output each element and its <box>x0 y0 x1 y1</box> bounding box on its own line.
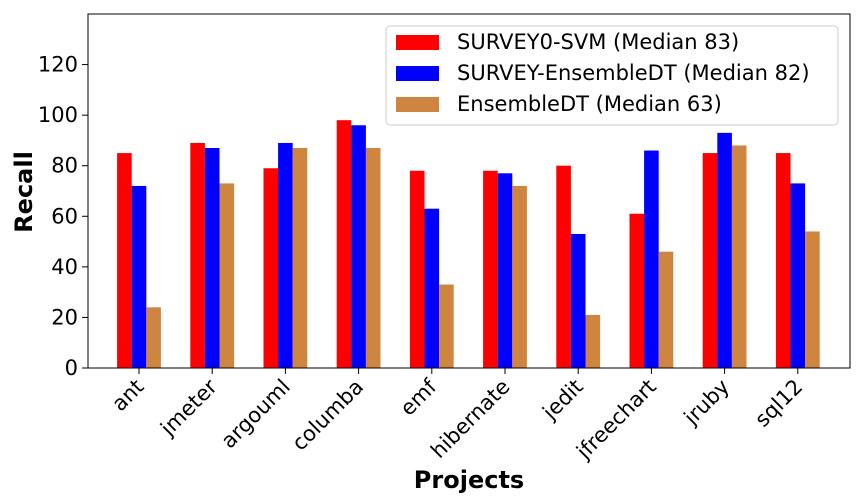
bar-series1-sql12 <box>775 153 791 368</box>
legend-swatch-3 <box>396 97 439 112</box>
bar-series1-emf <box>409 170 425 368</box>
y-axis: 0 20 40 60 80 100 120 <box>38 53 88 380</box>
bar-series2-jruby <box>717 132 732 368</box>
bar-series2-hibernate <box>497 173 513 368</box>
legend-box <box>385 25 839 126</box>
bar-series1-jmeter <box>190 142 205 368</box>
bar-series3-jruby <box>731 145 747 368</box>
legend-swatch-1 <box>396 35 439 50</box>
legend-label-2: SURVEY-EnsembleDT (Median 82) <box>457 61 810 85</box>
bar-series1-columba <box>336 120 352 368</box>
bar-series1-jedit <box>556 165 571 368</box>
y-tick-label: 0 <box>65 356 78 380</box>
x-axis-title: Projects <box>414 466 524 494</box>
legend-label-3: EnsembleDT (Median 63) <box>457 92 722 116</box>
x-tick-label-jfreechart: jfreechart <box>571 375 661 465</box>
bar-series2-emf <box>424 208 440 368</box>
bar-series3-columba <box>365 148 381 368</box>
bar-series3-jedit <box>585 314 601 368</box>
bar-series2-jmeter <box>204 148 220 368</box>
bar-series3-jmeter <box>219 183 235 368</box>
x-tick-label-jruby: jruby <box>679 375 735 431</box>
bar-series3-sql12 <box>805 231 820 368</box>
bar-series2-jedit <box>570 233 586 368</box>
bar-series2-jfreechart <box>644 150 659 368</box>
bar-series3-emf <box>439 284 454 368</box>
x-tick-label-jmeter: jmeter <box>155 374 222 441</box>
bar-series3-hibernate <box>512 185 527 368</box>
bar-series2-columba <box>351 125 366 368</box>
bar-series1-jfreechart <box>629 213 645 368</box>
bar-series1-ant <box>117 153 132 368</box>
bar-series1-jruby <box>702 153 718 368</box>
x-tick-label-ant: ant <box>107 375 148 416</box>
y-tick-label: 120 <box>38 53 78 77</box>
y-tick-label: 100 <box>38 103 78 127</box>
y-tick-label: 60 <box>51 204 78 228</box>
bar-series3-jfreechart <box>658 251 674 368</box>
legend-label-1: SURVEY0-SVM (Median 83) <box>457 30 739 54</box>
bar-series3-argouml <box>292 148 308 368</box>
bar-series2-ant <box>131 185 147 368</box>
plot-frame <box>87 13 851 369</box>
bar-series3-ant <box>146 307 161 368</box>
bar-series2-sql12 <box>790 183 806 368</box>
y-axis-title: Recall <box>10 151 38 233</box>
bar-series1-argouml <box>263 168 279 368</box>
x-tick-label-hibernate: hibernate <box>426 375 514 463</box>
legend-swatch-2 <box>396 66 439 81</box>
y-tick-label: 20 <box>51 305 78 329</box>
bar-series2-argouml <box>278 142 293 368</box>
x-tick-label-jedit: jedit <box>537 375 587 425</box>
x-tick-label-sql12: sql12 <box>750 375 807 432</box>
y-tick-label: 40 <box>51 255 78 279</box>
bar-series1-hibernate <box>483 170 498 368</box>
bars-group <box>117 120 820 368</box>
x-tick-label-emf: emf <box>396 374 442 420</box>
legend: SURVEY0-SVM (Median 83) SURVEY-EnsembleDT… <box>385 25 839 126</box>
x-tick-label-argouml: argouml <box>217 375 295 453</box>
x-tick-label-columba: columba <box>287 375 368 456</box>
y-tick-label: 80 <box>51 154 78 178</box>
